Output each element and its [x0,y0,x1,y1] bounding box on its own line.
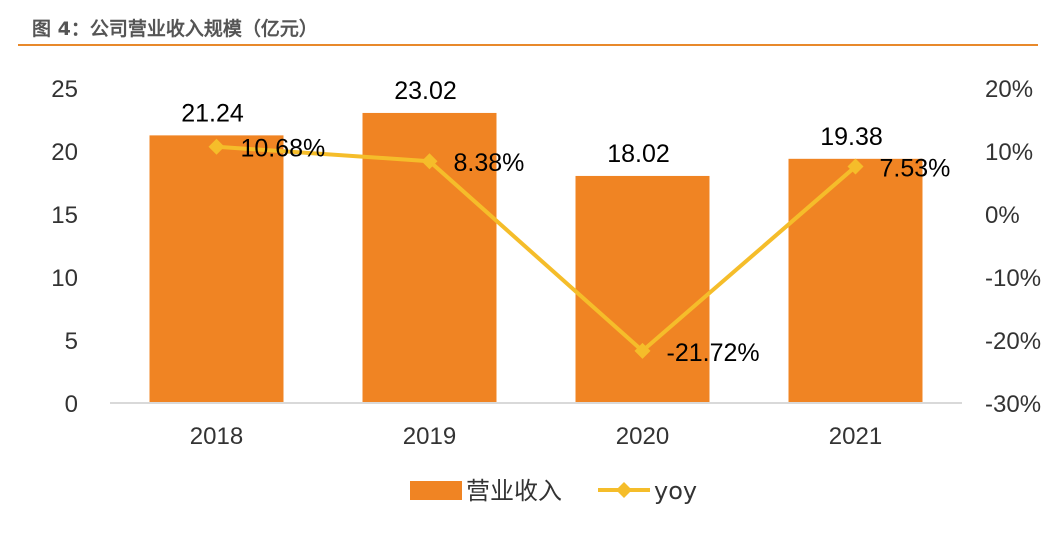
legend-line-marker [616,482,632,498]
left-tick-label: 10 [51,265,78,292]
bar [149,135,284,403]
x-tick-label: 2020 [616,423,669,450]
bar [575,175,710,403]
x-tick-label: 2021 [829,423,882,450]
x-tick-label: 2019 [403,423,456,450]
left-tick-label: 25 [51,76,78,103]
left-tick-label: 5 [65,328,78,355]
right-axis: -30% -20% -10% 0% 10% 20% [985,76,1041,418]
yoy-point [847,158,864,175]
left-tick-label: 0 [65,391,78,418]
right-tick-label: -30% [985,391,1041,418]
yoy-value-label: 10.68% [241,135,326,163]
bar-value-label: 18.02 [607,140,670,168]
yoy-point [421,153,438,170]
right-tick-label: -20% [985,328,1041,355]
bar-series: 21.24 23.02 18.02 19.38 [149,77,923,403]
yoy-value-label: -21.72% [667,339,760,367]
title-bar: 图 4：公司营业收入规模（亿元） [18,8,1038,46]
bar-value-label: 21.24 [181,99,244,127]
bar [788,158,923,403]
yoy-point [634,342,651,359]
legend-bar-label: 营业收入 [466,477,562,505]
left-axis: 0 5 10 15 20 25 [51,76,78,418]
legend-bar-swatch [410,481,462,500]
yoy-line-series: 10.68% 8.38% -21.72% 7.53% [208,135,951,367]
legend: 营业收入 yoy [410,477,697,505]
yoy-value-label: 7.53% [880,155,951,183]
right-tick-label: 0% [985,202,1020,229]
figure-title: 图 4：公司营业收入规模（亿元） [32,18,318,40]
yoy-line [216,144,857,353]
bar-value-label: 19.38 [820,123,883,151]
yoy-point [208,138,225,155]
x-tick-label: 2018 [190,423,243,450]
right-tick-label: 20% [985,76,1033,103]
legend-line-label: yoy [654,477,697,505]
right-tick-label: 10% [985,139,1033,166]
right-tick-label: -10% [985,265,1041,292]
bar-value-label: 23.02 [394,77,457,105]
yoy-value-label: 8.38% [454,149,525,177]
left-tick-label: 20 [51,139,78,166]
x-axis: 2018 2019 2020 2021 [110,402,962,450]
left-tick-label: 15 [51,202,78,229]
